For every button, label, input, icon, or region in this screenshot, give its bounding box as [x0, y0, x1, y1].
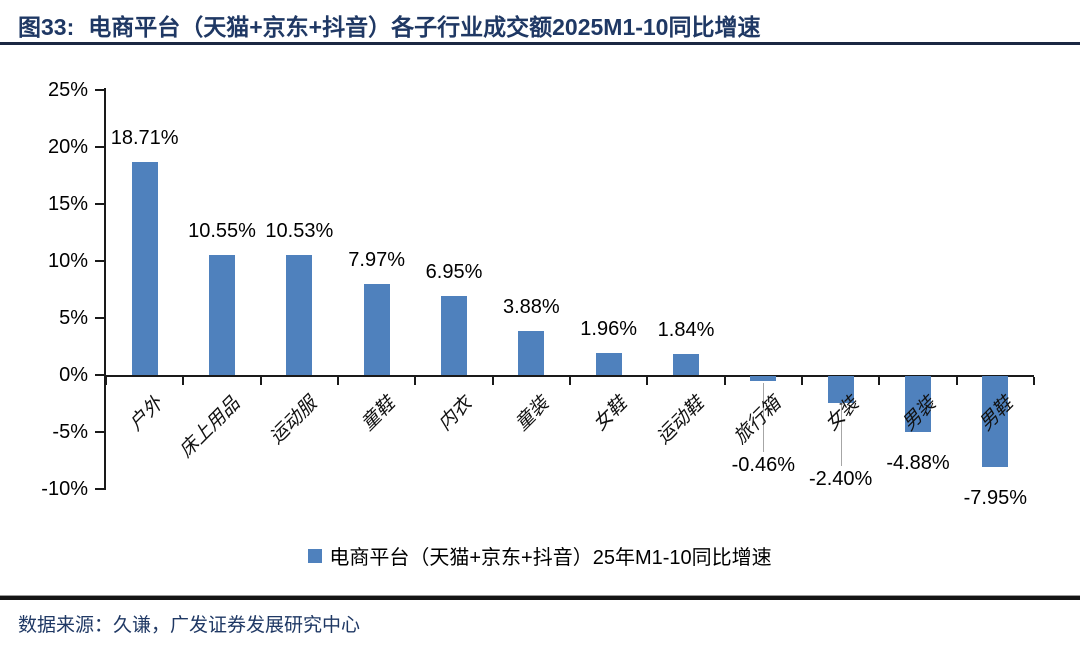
bar [363, 284, 390, 375]
y-tick [95, 317, 104, 319]
figure-number: 图33: [18, 14, 75, 40]
category-label: 童鞋 [357, 393, 399, 436]
y-tick [95, 488, 104, 490]
value-label: 1.96% [580, 318, 638, 340]
bar [673, 354, 699, 375]
data-source: 数据来源：久谦，广发证券发展研究中心 [18, 615, 361, 636]
y-axis [104, 88, 106, 490]
category-label: 内衣 [434, 393, 477, 436]
category-label: 童装 [511, 393, 554, 436]
x-tick [569, 377, 571, 385]
bar [905, 376, 931, 432]
category-label: 女鞋 [589, 393, 631, 436]
footer-divider [0, 595, 1080, 600]
figure-title: 电商平台（天猫+京东+抖音）各子行业成交额2025M1-10同比增速 [88, 14, 761, 40]
category-label: 旅行箱 [730, 393, 786, 449]
x-tick [337, 377, 339, 385]
leader-line [840, 405, 842, 466]
bar [982, 376, 1009, 467]
bar [750, 376, 777, 381]
legend-label: 电商平台（天猫+京东+抖音）25年M1-10同比增速 [329, 547, 772, 569]
value-label: -7.95% [963, 487, 1028, 509]
category-label: 户外 [125, 393, 167, 436]
value-label: -0.46% [731, 454, 796, 476]
bar [286, 255, 313, 375]
value-label: 18.71% [110, 127, 179, 149]
y-tick [95, 203, 104, 205]
value-label: -4.88% [886, 452, 950, 474]
y-tick-label: -10% [41, 478, 88, 500]
y-tick-label: 25% [47, 79, 88, 101]
y-tick-label: -5% [52, 421, 88, 443]
y-tick [95, 89, 104, 91]
category-label: 床上用品 [175, 393, 245, 462]
x-tick [1033, 377, 1035, 385]
x-tick [646, 377, 649, 385]
value-label: -2.40% [808, 468, 873, 490]
value-label: 10.55% [188, 220, 256, 242]
y-tick [95, 431, 104, 433]
y-tick [95, 374, 104, 376]
value-label: 1.84% [657, 319, 715, 341]
y-tick [95, 146, 104, 148]
y-tick-label: 15% [47, 193, 88, 215]
x-tick [414, 377, 417, 385]
y-tick-label: 20% [47, 136, 88, 158]
bar [518, 331, 545, 375]
x-tick [182, 377, 185, 385]
y-tick-label: 5% [59, 307, 88, 329]
y-tick [95, 260, 104, 262]
legend-marker-icon [308, 548, 323, 563]
leader-line [763, 383, 765, 452]
chart-legend: 电商平台（天猫+京东+抖音）25年M1-10同比增速 [0, 541, 1080, 570]
y-tick-label: 10% [47, 250, 88, 272]
x-tick [491, 377, 494, 385]
value-label: 3.88% [502, 296, 560, 318]
x-tick [259, 377, 262, 385]
figure-header: 图33: 电商平台（天猫+京东+抖音）各子行业成交额2025M1-10同比增速 [18, 8, 760, 42]
x-tick [105, 377, 107, 385]
bar [827, 376, 854, 403]
bar [131, 162, 158, 375]
value-label: 7.97% [348, 249, 406, 271]
x-tick [801, 377, 803, 385]
y-tick-label: 0% [59, 364, 88, 386]
bar [209, 255, 235, 375]
x-tick [955, 377, 958, 385]
bar [595, 353, 622, 375]
x-tick [723, 377, 726, 385]
category-label: 运动服 [266, 393, 322, 449]
x-axis [104, 375, 1034, 377]
category-label: 运动鞋 [652, 393, 709, 449]
x-tick [878, 377, 881, 385]
value-label: 6.95% [425, 261, 483, 283]
title-divider [0, 42, 1080, 45]
value-label: 10.53% [265, 220, 334, 242]
bar [441, 296, 467, 375]
